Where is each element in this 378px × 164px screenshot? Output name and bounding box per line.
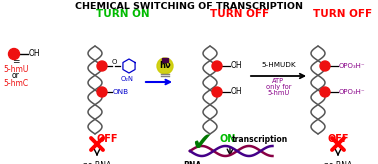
Bar	[162, 58, 168, 62]
Circle shape	[212, 61, 222, 71]
Text: 5-hmC: 5-hmC	[3, 80, 29, 89]
Circle shape	[97, 61, 107, 71]
Text: ATP: ATP	[273, 78, 285, 84]
Text: 5-HMUDK: 5-HMUDK	[261, 62, 296, 68]
Text: TURN OFF: TURN OFF	[313, 9, 373, 19]
Text: CHEMICAL SWITCHING OF TRANSCRIPTION: CHEMICAL SWITCHING OF TRANSCRIPTION	[75, 2, 303, 11]
Circle shape	[320, 61, 330, 71]
Text: TURN ON: TURN ON	[96, 9, 150, 19]
Text: OH: OH	[231, 62, 243, 71]
Text: OFF: OFF	[96, 134, 118, 144]
Text: no RNA: no RNA	[83, 161, 111, 164]
Text: hν: hν	[159, 62, 171, 71]
Text: OPO₃H⁻: OPO₃H⁻	[339, 89, 366, 95]
Circle shape	[157, 58, 173, 74]
Text: OH: OH	[29, 50, 40, 59]
Circle shape	[8, 49, 20, 60]
Text: OFF: OFF	[327, 134, 349, 144]
Text: or: or	[12, 72, 20, 81]
Text: ✔: ✔	[192, 131, 212, 155]
Circle shape	[320, 87, 330, 97]
Circle shape	[212, 87, 222, 97]
Text: O₂N: O₂N	[121, 76, 133, 82]
Text: 5-hmU: 5-hmU	[267, 90, 290, 96]
Text: TURN OFF: TURN OFF	[211, 9, 270, 19]
Text: 5-hmU: 5-hmU	[3, 64, 29, 73]
Text: =: =	[12, 58, 20, 66]
Text: RNA: RNA	[183, 161, 201, 164]
Text: ONB: ONB	[113, 89, 129, 95]
Text: OH: OH	[231, 88, 243, 96]
Text: O: O	[112, 59, 118, 65]
Text: no RNA: no RNA	[324, 161, 352, 164]
Text: only for: only for	[266, 84, 291, 90]
Text: ON: ON	[220, 134, 236, 144]
Text: OPO₃H⁻: OPO₃H⁻	[339, 63, 366, 69]
Circle shape	[97, 87, 107, 97]
Text: transcription: transcription	[232, 134, 288, 144]
